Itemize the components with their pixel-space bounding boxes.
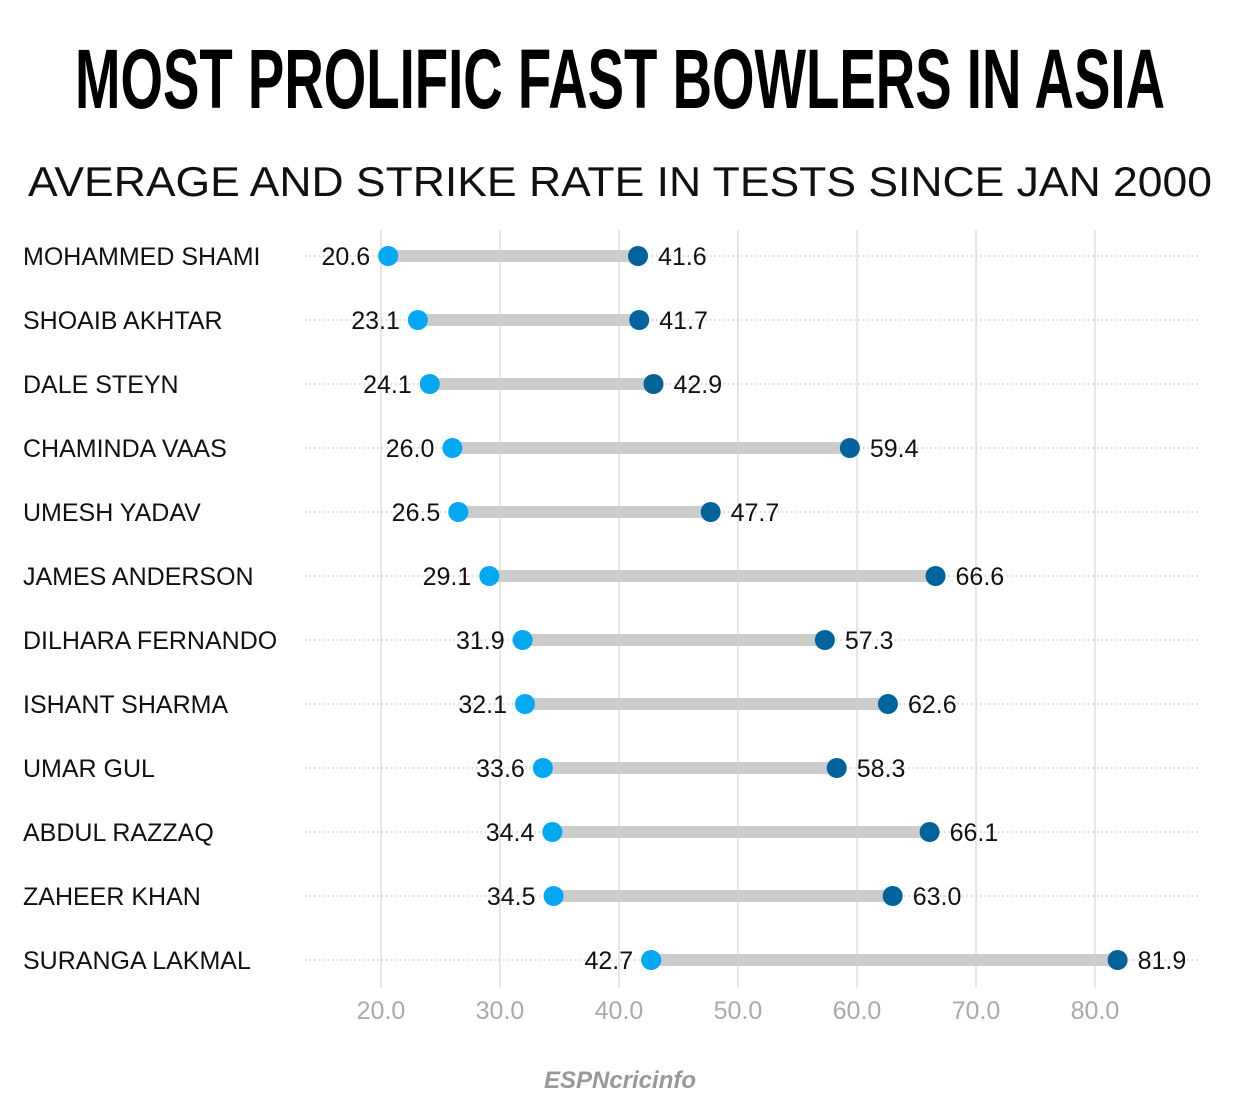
average-label: 20.6 xyxy=(321,243,370,271)
average-label: 34.4 xyxy=(486,819,535,847)
x-tick-label: 30.0 xyxy=(476,997,525,1025)
strike-rate-label: 47.7 xyxy=(731,499,780,527)
category-label: JAMES ANDERSON xyxy=(23,563,254,591)
category-label: UMESH YADAV xyxy=(23,499,201,527)
espncricinfo-logo: ESPNcricinfo xyxy=(544,1067,696,1094)
strike-rate-point xyxy=(814,630,835,650)
average-label: 33.6 xyxy=(476,755,525,783)
strike-rate-point xyxy=(877,694,898,714)
strike-rate-point xyxy=(628,246,649,266)
strike-rate-label: 41.6 xyxy=(658,243,707,271)
category-label: SHOAIB AKHTAR xyxy=(23,307,223,335)
average-point xyxy=(419,374,440,394)
strike-rate-point xyxy=(826,758,847,778)
strike-rate-label: 66.6 xyxy=(956,563,1005,591)
category-label: DILHARA FERNANDO xyxy=(23,627,277,655)
average-label: 29.1 xyxy=(423,563,472,591)
strike-rate-label: 57.3 xyxy=(845,627,894,655)
x-tick-label: 70.0 xyxy=(952,997,1001,1025)
strike-rate-point xyxy=(919,822,940,842)
category-label: DALE STEYN xyxy=(23,371,179,399)
average-point xyxy=(542,822,563,842)
x-tick-label: 60.0 xyxy=(833,997,882,1025)
average-label: 26.5 xyxy=(392,499,441,527)
strike-rate-label: 58.3 xyxy=(857,755,906,783)
x-tick-label: 40.0 xyxy=(595,997,644,1025)
strike-rate-point xyxy=(643,374,664,394)
strike-rate-point xyxy=(925,566,946,586)
strike-rate-label: 59.4 xyxy=(870,435,919,463)
strike-rate-label: 81.9 xyxy=(1138,947,1187,975)
strike-rate-label: 42.9 xyxy=(674,371,723,399)
strike-rate-label: 66.1 xyxy=(950,819,999,847)
average-point xyxy=(407,310,428,330)
category-label: CHAMINDA VAAS xyxy=(23,435,227,463)
average-label: 24.1 xyxy=(363,371,412,399)
average-point xyxy=(442,438,463,458)
average-label: 26.0 xyxy=(386,435,435,463)
category-label: SURANGA LAKMAL xyxy=(23,947,251,975)
average-point xyxy=(543,886,564,906)
category-label: ZAHEER KHAN xyxy=(23,883,201,911)
strike-rate-point xyxy=(839,438,860,458)
average-point xyxy=(641,950,662,970)
strike-rate-point xyxy=(882,886,903,906)
x-tick-label: 80.0 xyxy=(1071,997,1120,1025)
strike-rate-label: 62.6 xyxy=(908,691,957,719)
average-point xyxy=(514,694,535,714)
average-point xyxy=(448,502,469,522)
average-label: 34.5 xyxy=(487,883,536,911)
average-point xyxy=(378,246,399,266)
average-label: 23.1 xyxy=(351,307,400,335)
strike-rate-point xyxy=(1107,950,1128,970)
average-point xyxy=(512,630,533,650)
x-tick-label: 20.0 xyxy=(357,997,406,1025)
strike-rate-label: 63.0 xyxy=(913,883,962,911)
chart-title: MOST PROLIFIC FAST BOWLERS IN ASIA xyxy=(75,32,1165,126)
category-label: ABDUL RAZZAQ xyxy=(23,819,214,847)
average-point xyxy=(532,758,553,778)
category-label: MOHAMMED SHAMI xyxy=(23,243,261,271)
category-label: ISHANT SHARMA xyxy=(23,691,228,719)
average-label: 42.7 xyxy=(584,947,633,975)
average-label: 32.1 xyxy=(458,691,507,719)
category-label: UMAR GUL xyxy=(23,755,155,783)
x-tick-label: 50.0 xyxy=(714,997,763,1025)
chart-subtitle: AVERAGE AND STRIKE RATE IN TESTS SINCE J… xyxy=(28,158,1212,205)
strike-rate-point xyxy=(629,310,650,330)
strike-rate-label: 41.7 xyxy=(659,307,708,335)
strike-rate-point xyxy=(700,502,721,522)
average-label: 31.9 xyxy=(456,627,505,655)
average-point xyxy=(479,566,500,586)
